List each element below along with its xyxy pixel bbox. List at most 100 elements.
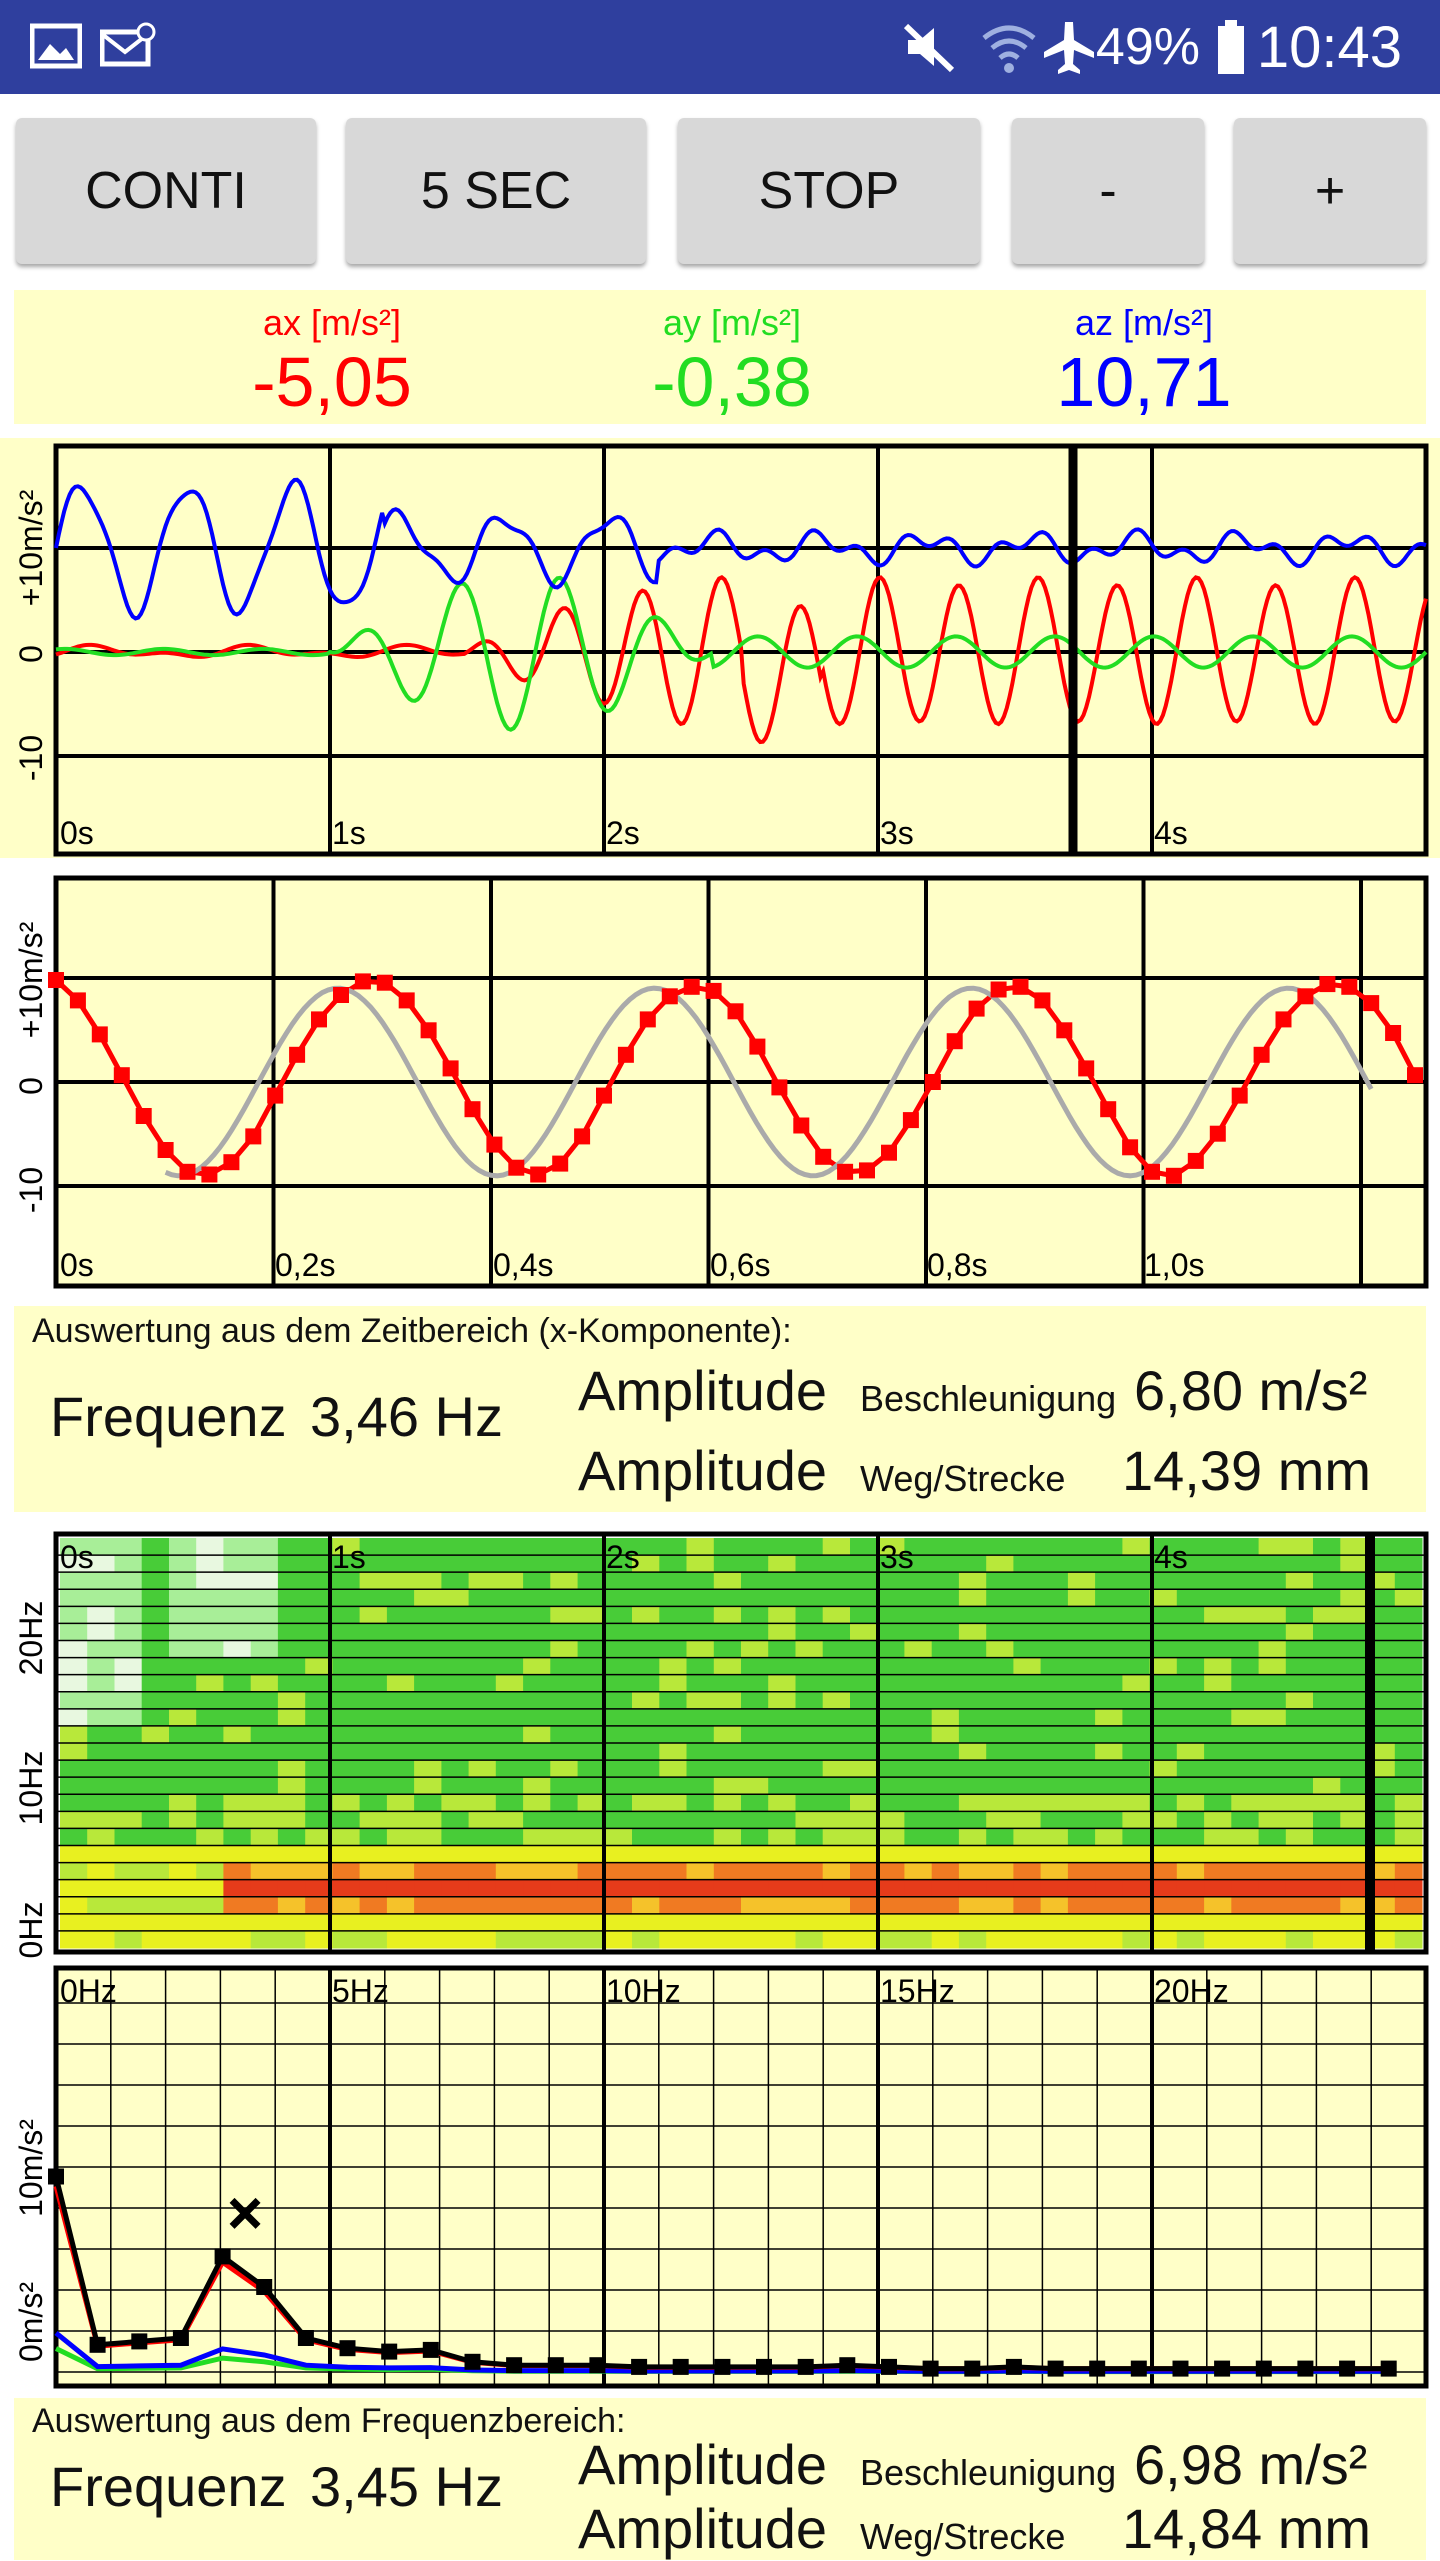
spectrogram-cell — [305, 1589, 333, 1607]
spectrogram-cell — [741, 1725, 769, 1744]
spectrogram-cell — [1313, 1657, 1341, 1676]
graph2-ylabel-top: +10m/s² — [13, 921, 49, 1038]
spectrogram-cell — [958, 1555, 987, 1573]
graph1-xlabel-4: 4s — [1154, 815, 1188, 851]
spectrogram-cell — [1176, 1623, 1205, 1641]
spectrogram-cell — [1258, 1760, 1287, 1778]
spectrogram-cell — [741, 1845, 769, 1864]
spectrogram-cell — [1313, 1794, 1341, 1812]
spectrogram-cell — [223, 1862, 252, 1881]
spectrogram-cell — [986, 1879, 1014, 1898]
ax-zoom-point — [596, 1087, 612, 1104]
stop-button[interactable]: STOP — [678, 118, 980, 264]
spectrogram-cell — [1176, 1725, 1205, 1744]
time-disp-label: Weg/Strecke — [860, 1458, 1066, 1499]
conti-button[interactable]: CONTI — [16, 118, 316, 264]
spectrogram-xlabel-3: 3s — [880, 1539, 914, 1575]
spectrogram-cell — [386, 1845, 415, 1864]
spectrogram-cell — [1258, 1896, 1287, 1915]
spectrogram-cell — [904, 1930, 933, 1949]
spectrogram-cell — [141, 1708, 170, 1727]
spectrogram-cell — [1394, 1623, 1423, 1641]
spectrogram-cell — [632, 1896, 660, 1915]
spectrogram-cell — [87, 1828, 115, 1846]
spectrogram-cell — [632, 1743, 660, 1761]
spectrogram-cell — [1231, 1589, 1259, 1607]
spectrogram-cell — [196, 1555, 224, 1573]
spectrogram-cell — [1067, 1913, 1096, 1932]
spectrogram-cell — [277, 1760, 306, 1778]
spectrogram-cell — [1340, 1674, 1368, 1693]
spectrum-chart[interactable]: 10m/s² 0m/s² 0Hz 5Hz 10Hz 15Hz 20Hz — [0, 1962, 1440, 2394]
spectrogram-cell — [1095, 1777, 1123, 1795]
spectrogram-cell — [1285, 1725, 1314, 1744]
spectrum-point — [422, 2341, 439, 2358]
spectrogram-cell — [713, 1674, 742, 1693]
spectrogram-cell — [1095, 1879, 1123, 1898]
spectrogram-cell — [659, 1811, 687, 1829]
spectrogram-cell — [713, 1811, 742, 1829]
spectrogram-cell — [1067, 1828, 1096, 1846]
ax-zoom-point — [1012, 978, 1029, 995]
spectrum-point — [1297, 2360, 1314, 2377]
spectrogram-cell — [904, 1845, 933, 1864]
spectrogram-cell — [1394, 1538, 1423, 1556]
frequency-evaluation-panel: Auswertung aus dem Frequenzbereich: Freq… — [14, 2398, 1426, 2560]
ax-zoom-point — [990, 981, 1007, 998]
zoom-chart[interactable]: +10m/s² 0 -10 0s 0,2s 0,4s 0,6s 0,8s 1,0… — [0, 872, 1440, 1292]
spectrogram-cell — [1013, 1794, 1042, 1812]
spectrogram-cell — [632, 1794, 660, 1812]
spectrogram-cell — [495, 1674, 524, 1693]
spectrogram-cell — [1231, 1930, 1259, 1949]
spectrogram-cell — [550, 1845, 578, 1864]
spectrogram-cell — [958, 1862, 987, 1881]
spectrogram-cell — [1176, 1760, 1205, 1778]
spectrogram-cell — [604, 1538, 633, 1556]
spectrogram-cell — [441, 1794, 470, 1812]
spectrogram-cell — [250, 1845, 279, 1864]
spectrogram-cell — [386, 1674, 415, 1693]
spectrogram-cell — [359, 1640, 388, 1659]
spectrogram-cell — [958, 1657, 987, 1676]
spectrogram-cell — [822, 1828, 851, 1846]
spectrogram-cell — [305, 1538, 333, 1556]
spectrogram-cell — [1095, 1606, 1123, 1624]
spectrogram-cell — [141, 1606, 170, 1624]
spectrogram-cell — [795, 1879, 824, 1898]
spectrogram-cell — [359, 1606, 388, 1624]
spectrogram-cell — [1231, 1708, 1259, 1727]
spectrogram-cell — [169, 1896, 197, 1915]
ax-zoom-point — [1297, 988, 1314, 1005]
spectrogram-cell — [632, 1623, 660, 1641]
zoom-out-button[interactable]: - — [1012, 118, 1204, 264]
spectrogram-cell — [931, 1640, 960, 1659]
spectrogram-cell — [822, 1777, 851, 1795]
spectrum-point — [672, 2358, 689, 2375]
spectrum-point — [172, 2330, 189, 2346]
spectrogram-cell — [1149, 1691, 1178, 1710]
spectrogram-cell — [1285, 1879, 1314, 1898]
spectrogram-cell — [359, 1794, 388, 1812]
spectrogram-cell — [632, 1725, 660, 1744]
spectrogram-cell — [196, 1828, 224, 1846]
spectrogram-cell — [577, 1760, 606, 1778]
zoom-in-button[interactable]: + — [1234, 118, 1426, 264]
spectrogram-cell — [604, 1760, 633, 1778]
ay-curve — [55, 575, 1428, 732]
spectrogram-cell — [1204, 1640, 1232, 1659]
spectrogram-cell — [604, 1725, 633, 1744]
spectrogram-cell — [277, 1657, 306, 1676]
spectrogram-cell — [523, 1708, 551, 1727]
spectrogram-cell — [1204, 1674, 1232, 1693]
spectrogram-cell — [1204, 1777, 1232, 1795]
spectrogram-cell — [141, 1725, 170, 1744]
spectrogram-cell — [414, 1896, 442, 1915]
time-series-chart[interactable]: +10m/s² 0 -10 0s 1s 2s 3s 4s — [0, 440, 1440, 860]
spectrogram-cell — [223, 1623, 252, 1641]
ay-label: ay [m/s²] — [662, 302, 801, 343]
spectrogram-cell — [958, 1743, 987, 1761]
spectrogram-cell — [223, 1589, 252, 1607]
spectrogram-chart[interactable]: 20Hz 10Hz 0Hz 0s 1s 2s 3s 4s — [0, 1528, 1440, 1960]
spectrogram-cell — [1095, 1896, 1123, 1915]
five-sec-button[interactable]: 5 SEC — [346, 118, 646, 264]
